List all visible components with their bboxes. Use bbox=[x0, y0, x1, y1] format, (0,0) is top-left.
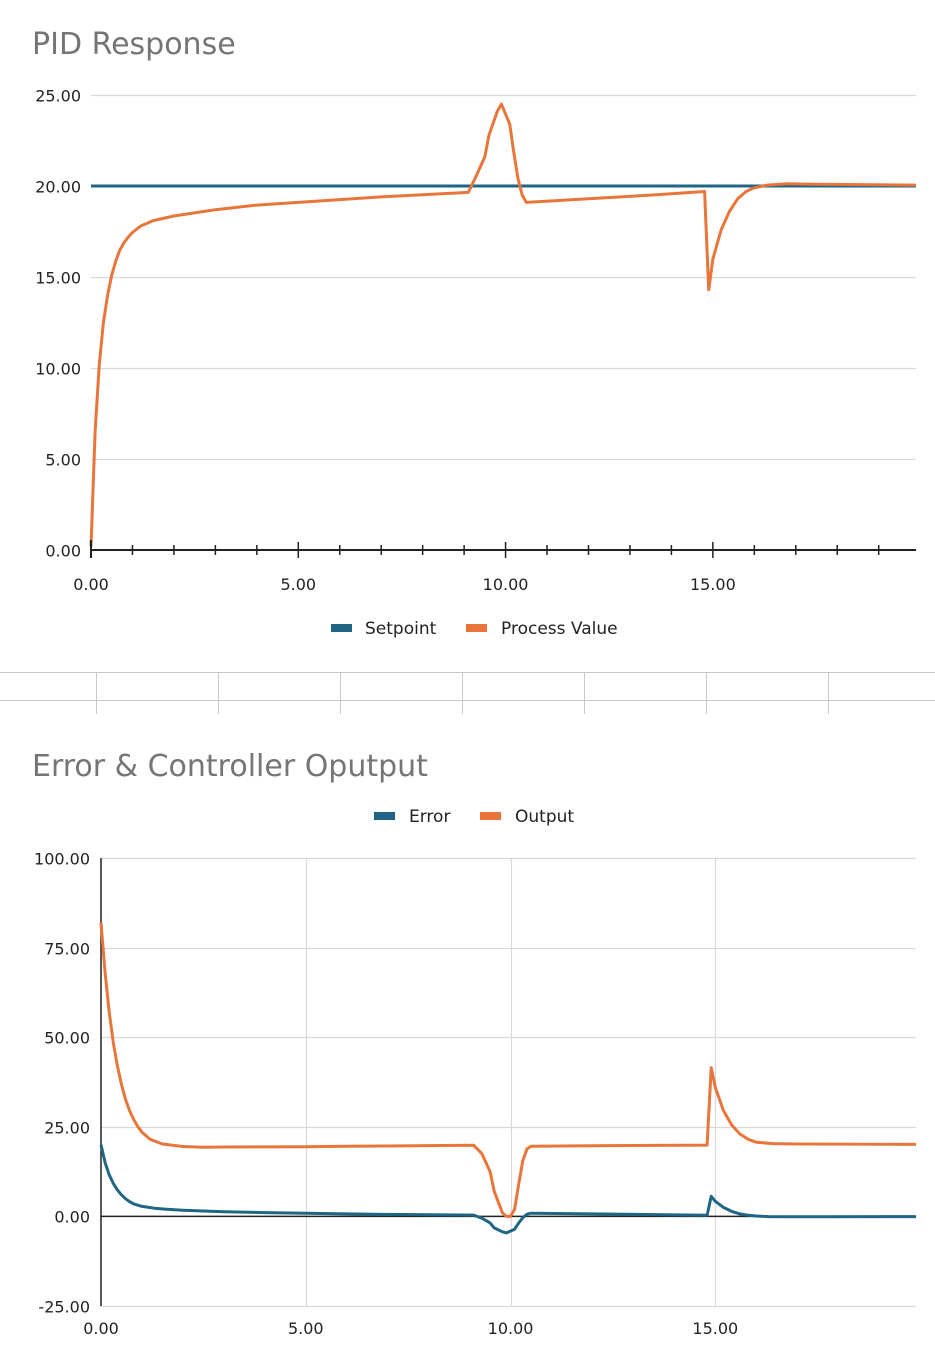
x-tick-label: 5.00 bbox=[288, 1319, 324, 1338]
c1-x-tick-labels: 0.00 5.00 10.00 15.00 bbox=[73, 575, 736, 594]
x-tick-label: 0.00 bbox=[73, 575, 109, 594]
legend-label-output: Output bbox=[515, 807, 574, 827]
c2-axes bbox=[100, 858, 916, 1306]
c1-x-axis bbox=[90, 540, 916, 558]
sheet-gridline-band bbox=[0, 672, 935, 714]
y-tick-label: 15.00 bbox=[35, 269, 81, 288]
series-line-error bbox=[99, 1144, 917, 1235]
legend-swatch-process-value bbox=[466, 624, 487, 632]
y-tick-label: 75.00 bbox=[44, 940, 90, 959]
x-tick-label: 5.00 bbox=[280, 575, 316, 594]
c2-gridlines bbox=[101, 857, 916, 1308]
c1-series-group bbox=[89, 102, 917, 547]
legend-swatch-error bbox=[374, 812, 395, 820]
y-tick-label: -25.00 bbox=[38, 1298, 90, 1317]
c1-legend: Setpoint Process Value bbox=[331, 619, 618, 639]
c1-y-tick-labels: 0.00 5.00 10.00 15.00 20.00 25.00 bbox=[35, 87, 81, 561]
y-tick-label: 25.00 bbox=[35, 87, 81, 106]
chart-title-error-output: Error & Controller Oputput bbox=[32, 749, 428, 784]
legend-label-process-value: Process Value bbox=[501, 619, 618, 639]
x-tick-label: 10.00 bbox=[488, 1319, 534, 1338]
pid-response-chart[interactable]: PID Response 0.00 5.00 10.00 15.00 20.00 25.0… bbox=[32, 27, 917, 639]
series-line-output bbox=[99, 922, 917, 1218]
c1-gridlines bbox=[91, 94, 916, 461]
x-tick-label: 0.00 bbox=[83, 1319, 119, 1338]
y-tick-label: 0.00 bbox=[45, 542, 81, 561]
y-tick-label: 100.00 bbox=[34, 850, 90, 869]
c2-series-group bbox=[99, 922, 917, 1235]
y-tick-label: 25.00 bbox=[44, 1119, 90, 1138]
y-tick-label: 20.00 bbox=[35, 178, 81, 197]
legend-label-setpoint: Setpoint bbox=[365, 619, 437, 639]
c2-legend: Error Output bbox=[374, 807, 574, 827]
y-tick-label: 50.00 bbox=[44, 1029, 90, 1048]
legend-swatch-output bbox=[480, 812, 501, 820]
series-line-process-value bbox=[89, 102, 917, 547]
error-controller-output-chart[interactable]: Error & Controller Oputput Error Output … bbox=[32, 749, 917, 1338]
c2-x-tick-labels: 0.00 5.00 10.00 15.00 bbox=[83, 1319, 738, 1338]
y-tick-label: 0.00 bbox=[54, 1208, 90, 1227]
legend-label-error: Error bbox=[409, 807, 450, 827]
chart-title-pid-response: PID Response bbox=[32, 27, 236, 62]
y-tick-label: 5.00 bbox=[45, 451, 81, 470]
legend-swatch-setpoint bbox=[331, 624, 352, 632]
c2-y-tick-labels: -25.00 0.00 25.00 50.00 75.00 100.00 bbox=[34, 850, 90, 1317]
x-tick-label: 15.00 bbox=[692, 1319, 738, 1338]
y-tick-label: 10.00 bbox=[35, 360, 81, 379]
x-tick-label: 10.00 bbox=[483, 575, 529, 594]
x-tick-label: 15.00 bbox=[690, 575, 736, 594]
